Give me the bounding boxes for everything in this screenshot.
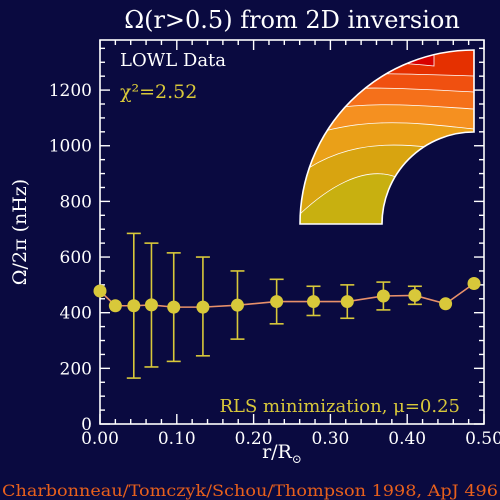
inset-outline xyxy=(299,49,475,225)
y-tick-label: 400 xyxy=(60,304,92,324)
data-point xyxy=(144,298,158,312)
x-axis-label-main: r/R xyxy=(262,441,292,463)
y-axis-label: Ω/2π (nHz) xyxy=(9,179,31,285)
x-tick-label: 0.50 xyxy=(465,429,500,449)
chart-title: Ω(r>0.5) from 2D inversion xyxy=(124,6,460,34)
y-tick-label: 600 xyxy=(60,248,92,268)
data-point xyxy=(340,295,354,309)
x-axis-label-sub: ⊙ xyxy=(292,452,302,466)
data-point xyxy=(230,298,244,312)
data-point xyxy=(467,276,481,290)
chi-squared-label: χ²=2.52 xyxy=(120,81,197,103)
inset-contour-band xyxy=(300,50,474,77)
plot-frame xyxy=(99,39,485,425)
axis-ticks xyxy=(99,40,485,425)
y-tick-label: 200 xyxy=(60,359,92,379)
inset-contour-band xyxy=(449,179,474,224)
inset-contour-band xyxy=(300,50,435,67)
inset-contour-band xyxy=(415,157,474,224)
credit-line: Charbonneau/Tomczyk/Schou/Thompson 1998,… xyxy=(2,482,498,500)
data-markers xyxy=(93,276,481,314)
data-point xyxy=(439,297,453,311)
y-tick-label: 1200 xyxy=(49,81,92,101)
data-point xyxy=(376,289,390,303)
y-tick-label: 0 xyxy=(81,415,92,435)
x-tick-label: 0.20 xyxy=(235,429,273,449)
rotation-contour-inset xyxy=(299,49,475,225)
x-tick-label: 0.40 xyxy=(388,429,426,449)
data-point xyxy=(93,284,107,298)
x-tick-label: 0.30 xyxy=(311,429,349,449)
data-point xyxy=(167,300,181,314)
data-point xyxy=(270,295,284,309)
method-label: RLS minimization, μ=0.25 xyxy=(220,396,461,417)
x-tick-label: 0.00 xyxy=(81,429,119,449)
x-tick-labels: 0.00 0.10 0.20 0.30 0.40 0.50 xyxy=(81,429,500,449)
data-point xyxy=(196,300,210,314)
y-tick-labels: 0 200 400 600 800 1000 1200 xyxy=(49,81,92,435)
data-point xyxy=(127,299,141,313)
dataset-label: LOWL Data xyxy=(120,50,226,71)
inset-bands xyxy=(300,50,474,224)
x-tick-label: 0.10 xyxy=(158,429,196,449)
data-point xyxy=(307,295,321,309)
y-tick-label: 800 xyxy=(60,192,92,212)
x-axis-label: r/R⊙ xyxy=(262,441,302,466)
data-point xyxy=(108,299,122,313)
y-tick-label: 1000 xyxy=(49,137,92,157)
data-point xyxy=(408,288,422,302)
